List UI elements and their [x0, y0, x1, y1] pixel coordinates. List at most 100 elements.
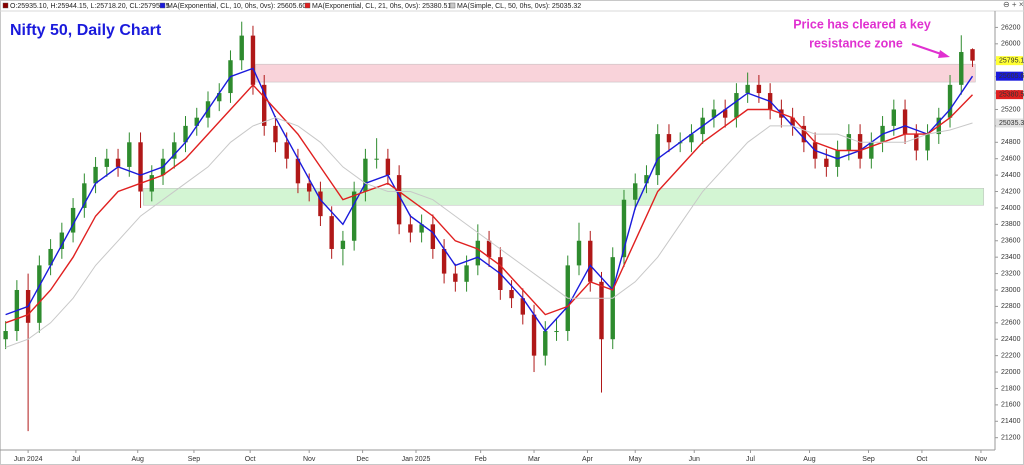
- arrow-line: [911, 43, 945, 56]
- candle-body: [689, 134, 694, 143]
- x-tick-label: Sep: [188, 456, 201, 463]
- x-tick-label: Dec: [356, 456, 369, 463]
- y-tick-label: 23800: [1001, 221, 1021, 228]
- x-tick-label: Oct: [245, 456, 256, 463]
- annotation-arrow: [911, 43, 950, 58]
- x-tick-label: May: [629, 456, 643, 463]
- candle-body: [891, 109, 897, 126]
- candle-body: [138, 142, 143, 192]
- zone: [143, 188, 985, 206]
- candle-body: [172, 142, 177, 159]
- candle-body: [824, 158, 829, 167]
- candle-body: [947, 84, 953, 118]
- legend-label: O:25935.10, H:25944.15, L:25718.20, CL:2…: [10, 3, 170, 10]
- price-label: 25795.1: [999, 57, 1024, 64]
- candle-body: [262, 84, 267, 126]
- candle-body: [756, 84, 762, 94]
- annotation: Price has cleared a key: [793, 17, 931, 31]
- candle-body: [441, 248, 447, 274]
- legend-label: MA(Exponential, CL, 10, 0hs, 0vs): 25605…: [167, 3, 306, 10]
- legend: O:25935.10, H:25944.15, L:25718.20, CL:2…: [2, 2, 581, 10]
- candle-body: [790, 117, 795, 126]
- ma-line: [5, 117, 973, 348]
- price-label-box: [996, 118, 1023, 128]
- candle-body: [82, 183, 87, 208]
- candle-body: [306, 183, 312, 192]
- x-tick-label: Feb: [475, 456, 487, 463]
- candle-body: [745, 84, 750, 94]
- x-tick-label: Jun 2024: [14, 456, 43, 463]
- candle-body: [363, 158, 368, 192]
- candle-body: [250, 35, 256, 85]
- price-label-box: [996, 56, 1023, 66]
- candle-body: [464, 265, 469, 282]
- moving-averages: [5, 67, 974, 348]
- y-tick-label: 24400: [1001, 172, 1021, 179]
- candle-body: [655, 134, 660, 176]
- candle-body: [329, 216, 334, 249]
- x-tick-label: Sep: [862, 456, 875, 463]
- candle-body: [576, 240, 582, 266]
- candle-body: [914, 134, 919, 151]
- y-tick-label: 22600: [1001, 320, 1021, 327]
- x-tick-label: Jul: [746, 456, 755, 463]
- candle-body: [351, 191, 357, 241]
- candle-body: [273, 125, 278, 143]
- candle-body: [396, 175, 402, 225]
- x-tick-label: Aug: [131, 456, 144, 463]
- candle-body: [318, 191, 323, 217]
- candle-body: [711, 109, 717, 118]
- legend-label: MA(Exponential, CL, 21, 0hs, 0vs): 25380…: [312, 3, 451, 10]
- annotation: resistance zone: [809, 36, 903, 50]
- candle-body: [621, 199, 627, 258]
- arrow-head: [938, 50, 950, 58]
- x-tick-label: Nov: [975, 456, 988, 463]
- x-tick-label: Nov: [303, 456, 316, 463]
- candle-body: [666, 134, 672, 143]
- candle-body: [520, 298, 525, 315]
- candle-body: [3, 331, 8, 340]
- x-tick-label: Apr: [582, 456, 594, 463]
- candle-body: [644, 175, 649, 184]
- y-tick-label: 23400: [1001, 254, 1021, 261]
- candle-body: [408, 224, 413, 233]
- zone: [255, 63, 976, 83]
- y-tick-label: 24600: [1001, 156, 1021, 163]
- candle-body: [430, 224, 436, 249]
- y-tick-label: 22200: [1001, 352, 1021, 359]
- candle-body: [239, 35, 244, 61]
- candle-body: [588, 240, 593, 282]
- legend-swatch: [159, 2, 166, 9]
- y-tick-label: 26200: [1001, 24, 1021, 31]
- candle-body: [93, 166, 98, 184]
- price-label: 25380.5: [999, 91, 1024, 98]
- candle-body: [419, 224, 424, 233]
- candle-body: [633, 183, 638, 200]
- window-controls[interactable]: ⊖ + ×: [1003, 0, 1024, 9]
- price-label-box: [996, 90, 1023, 100]
- candle-body: [722, 109, 728, 118]
- price-label: 25035.3: [999, 120, 1024, 127]
- candle-body: [104, 158, 110, 167]
- candle-body: [183, 125, 188, 143]
- candle-body: [486, 240, 492, 258]
- price-label-box: [996, 71, 1023, 81]
- y-tick-label: 26000: [1001, 41, 1021, 48]
- candle-body: [475, 240, 481, 266]
- y-tick-label: 22400: [1001, 336, 1021, 343]
- y-tick-label: 22000: [1001, 369, 1021, 376]
- x-tick-label: Jan 2025: [402, 456, 431, 463]
- chart-title: Nifty 50, Daily Chart: [10, 22, 162, 39]
- candle-body: [217, 93, 222, 102]
- candle-body: [385, 158, 391, 176]
- y-tick-label: 21200: [1001, 435, 1021, 442]
- legend-swatch: [304, 2, 311, 9]
- candle-body: [734, 93, 739, 118]
- candle-body: [857, 134, 863, 159]
- candle-body: [453, 273, 458, 282]
- candle-body: [115, 158, 121, 167]
- y-tick-label: 25200: [1001, 106, 1021, 113]
- candle-body: [554, 331, 559, 333]
- candle-body: [531, 314, 537, 356]
